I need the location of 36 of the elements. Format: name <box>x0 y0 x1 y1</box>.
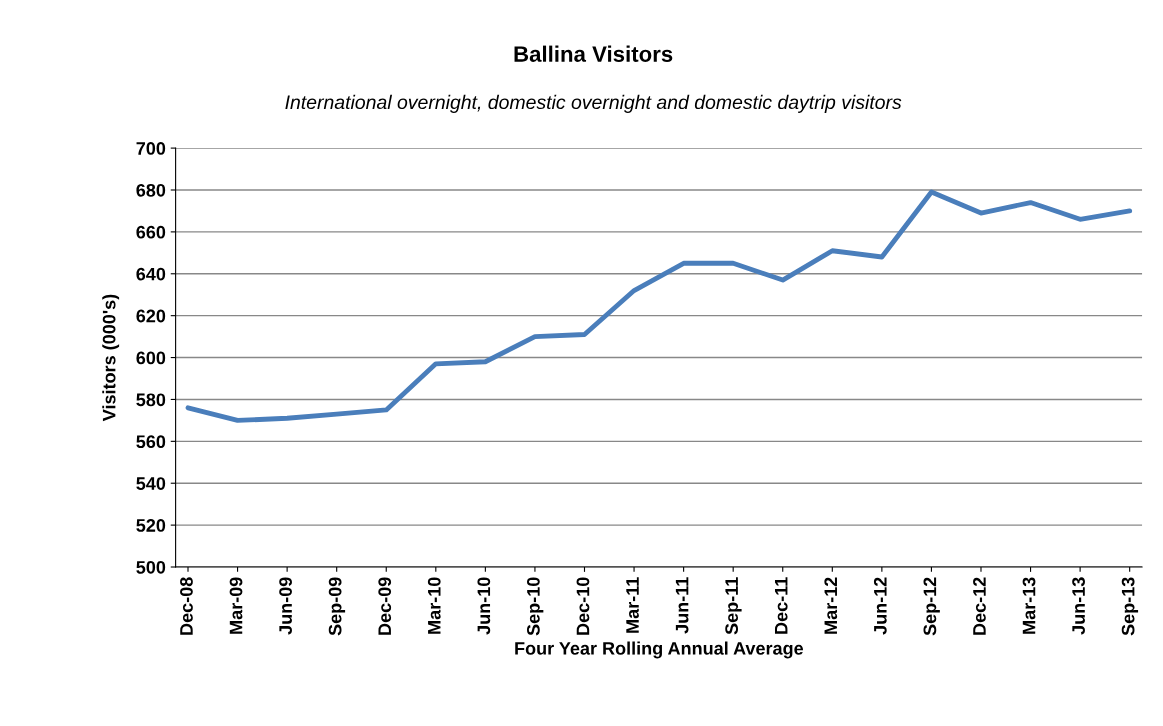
y-tick-label: 600 <box>136 351 166 365</box>
x-tick-label: Jun-09 <box>279 577 292 635</box>
line-series <box>185 189 1133 423</box>
y-tick-label: 500 <box>136 560 166 574</box>
x-tick-label: Sep-12 <box>923 577 940 636</box>
y-tick-label: 620 <box>136 309 166 323</box>
x-tick-label: Dec-10 <box>576 577 590 635</box>
x-tick-label: Sep-10 <box>527 577 544 636</box>
y-tick-label: 640 <box>136 267 166 281</box>
y-tick-label: 660 <box>136 225 166 239</box>
x-tick-label: Mar-12 <box>824 577 838 634</box>
x-tick-label: Mar-10 <box>427 577 441 634</box>
y-tick-label: 680 <box>136 183 166 197</box>
x-tick-label: Jun-13 <box>1072 577 1085 635</box>
y-tick-label: 560 <box>136 435 166 449</box>
x-tick-label: Sep-11 <box>725 577 742 635</box>
x-tick-label: Dec-12 <box>973 577 986 635</box>
y-tick-label: 580 <box>136 393 166 407</box>
y-tick-label: 540 <box>136 477 166 490</box>
chart-subtitle: International overnight, domestic overnight and domestic daytrip visitors <box>285 94 902 113</box>
x-tick-label: Mar-13 <box>1022 577 1036 634</box>
x-tick-label: Dec-08 <box>180 577 193 635</box>
x-tick-label: Jun-11 <box>675 577 689 634</box>
x-tick-label: Sep-13 <box>1121 577 1139 636</box>
x-tick-label: Jun-10 <box>477 577 491 635</box>
x-tick-label: Sep-09 <box>328 577 346 636</box>
x-tick-label: Mar-09 <box>229 577 243 634</box>
y-axis-title: Visitors (000's) <box>102 294 120 422</box>
x-axis-title: Four Year Rolling Annual Average <box>515 641 804 659</box>
x-tick-label: Dec-11 <box>774 577 788 634</box>
y-tick-label: 520 <box>136 519 166 532</box>
y-tick-label: 700 <box>136 142 166 155</box>
x-tick-label: Dec-09 <box>378 577 392 635</box>
x-tick-label: Mar-11 <box>626 577 639 633</box>
x-tick-label: Jun-12 <box>873 577 887 635</box>
chart-title: Ballina Visitors <box>514 45 673 62</box>
